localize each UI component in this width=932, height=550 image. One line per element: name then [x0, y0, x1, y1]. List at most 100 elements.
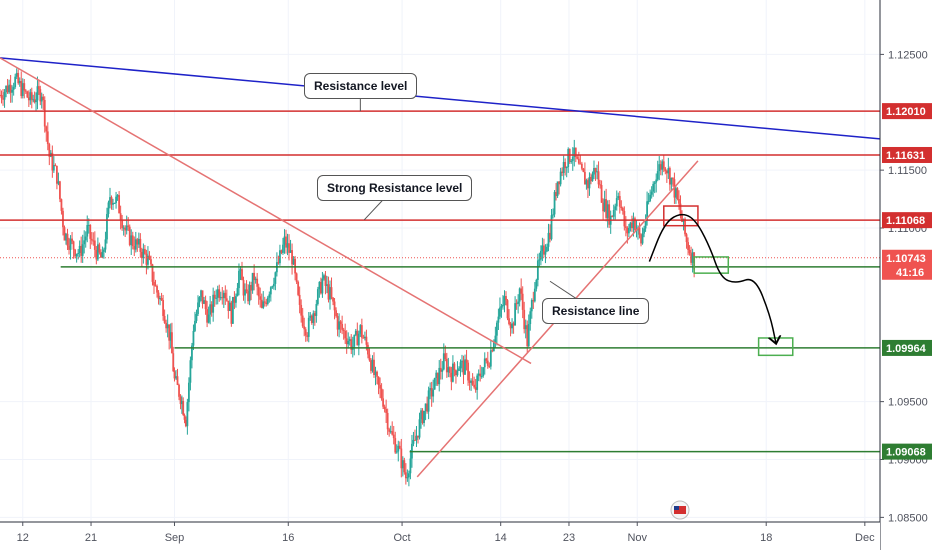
candle-body-397 [599, 184, 601, 186]
current-price-tag[interactable] [882, 249, 932, 280]
candle-body-390 [588, 176, 591, 189]
candle-body-330 [497, 316, 500, 323]
level-price-label-1: 1.11631 [886, 150, 925, 162]
candle-body-54 [80, 245, 83, 256]
candle-body-146 [218, 289, 221, 298]
candle-body-99 [148, 255, 151, 260]
candle-body-250 [376, 371, 378, 377]
candle-body-219 [329, 287, 331, 300]
zone-box-1[interactable] [693, 256, 730, 274]
candle-body-441 [665, 170, 668, 174]
candle-body-353 [532, 300, 535, 302]
candle-body-440 [664, 168, 667, 171]
candle-body-186 [279, 250, 281, 264]
candle-body-387 [583, 171, 586, 185]
level-price-tag-5[interactable] [882, 443, 932, 460]
candle-body-152 [227, 300, 230, 311]
candle-body-393 [593, 167, 595, 175]
candle-body-427 [644, 220, 647, 229]
candle-body-59 [87, 224, 90, 226]
candle-body-140 [209, 304, 212, 315]
callout-2[interactable]: Resistance line [542, 298, 650, 324]
candle-body-185 [277, 262, 280, 264]
candle-body-360 [543, 245, 545, 255]
candle-body-290 [436, 372, 439, 385]
candle-body-79 [118, 195, 121, 214]
candle-body-348 [524, 325, 527, 330]
candle-body-218 [327, 284, 330, 300]
candle-body-86 [128, 226, 131, 245]
level-price-tag-0[interactable] [882, 103, 932, 120]
candle-body-338 [509, 324, 512, 329]
candle-body-102 [153, 281, 155, 286]
flag-icon[interactable] [670, 500, 690, 520]
candle-body-133 [198, 297, 201, 303]
projection-path[interactable] [648, 213, 776, 344]
callout-0[interactable]: Resistance level [304, 73, 418, 99]
candle-body-20 [29, 92, 32, 101]
candle-body-50 [74, 249, 77, 257]
candle-body-357 [538, 259, 541, 261]
zone-box-0[interactable] [663, 205, 699, 227]
candle-body-429 [647, 200, 650, 202]
candle-body-134 [200, 290, 202, 298]
candle-body-58 [86, 225, 89, 237]
candle-body-413 [623, 211, 626, 227]
candle-body-261 [392, 434, 395, 439]
candle-body-175 [262, 301, 265, 308]
candle-body-315 [474, 387, 477, 390]
level-price-tag-2[interactable] [882, 212, 932, 229]
y-tick-label-1: 1.11500 [888, 165, 927, 177]
level-price-tag-1[interactable] [882, 146, 932, 163]
candle-body-277 [417, 435, 419, 438]
callout-1[interactable]: Strong Resistance level [317, 175, 473, 201]
candle-body-396 [597, 171, 600, 185]
candle-body-428 [646, 201, 649, 221]
candle-body-28 [40, 96, 43, 102]
candle-body-132 [197, 302, 199, 314]
time-axis[interactable]: 12 21 Sep 16 Oct 14 23 Nov 18 Dec [0, 521, 880, 550]
candle-body-362 [546, 246, 548, 252]
candle-body-374 [564, 162, 567, 169]
candle-body-40 [59, 181, 61, 200]
price-axis[interactable]: 1.125001.115001.110001.095001.090001.085… [879, 0, 932, 550]
candle-body-288 [433, 378, 436, 390]
candle-body-32 [46, 131, 49, 145]
candle-body-381 [574, 147, 577, 158]
candle-body-167 [250, 285, 253, 291]
candle-body-181 [271, 286, 274, 288]
candle-body-297 [447, 367, 450, 373]
candle-body-44 [65, 233, 67, 241]
candle-body-262 [394, 438, 397, 453]
candle-body-36 [52, 165, 55, 171]
candle-body-60 [89, 224, 92, 239]
y-tick-label-5: 1.08500 [888, 512, 928, 524]
candle-body-412 [621, 208, 624, 212]
candle-body-2 [2, 98, 4, 100]
candle-body-294 [442, 353, 445, 370]
candle-body-305 [459, 362, 462, 369]
level-price-tag-4[interactable] [882, 339, 932, 356]
level-price-label-4: 1.09964 [886, 343, 927, 355]
trendline-1[interactable] [0, 57, 532, 365]
candle-body-341 [514, 303, 517, 326]
candle-body-342 [515, 303, 518, 305]
candle-body-165 [247, 291, 249, 302]
candle-body-84 [125, 225, 128, 231]
candle-body-195 [292, 258, 295, 265]
candle-body-243 [365, 336, 368, 345]
candle-body-168 [251, 272, 254, 291]
candle-body-89 [133, 246, 136, 250]
candle-body-310 [467, 362, 469, 381]
trendline-0[interactable] [0, 57, 881, 140]
candle-body-386 [582, 168, 585, 172]
candle-body-385 [580, 163, 583, 169]
candle-body-415 [626, 227, 629, 234]
candle-body-92 [137, 238, 140, 245]
candle-body-283 [426, 403, 429, 412]
candle-body-12 [17, 72, 20, 84]
projection-curve[interactable] [648, 213, 776, 344]
horizontal-levels[interactable] [0, 110, 880, 453]
candle-body-411 [620, 206, 623, 209]
